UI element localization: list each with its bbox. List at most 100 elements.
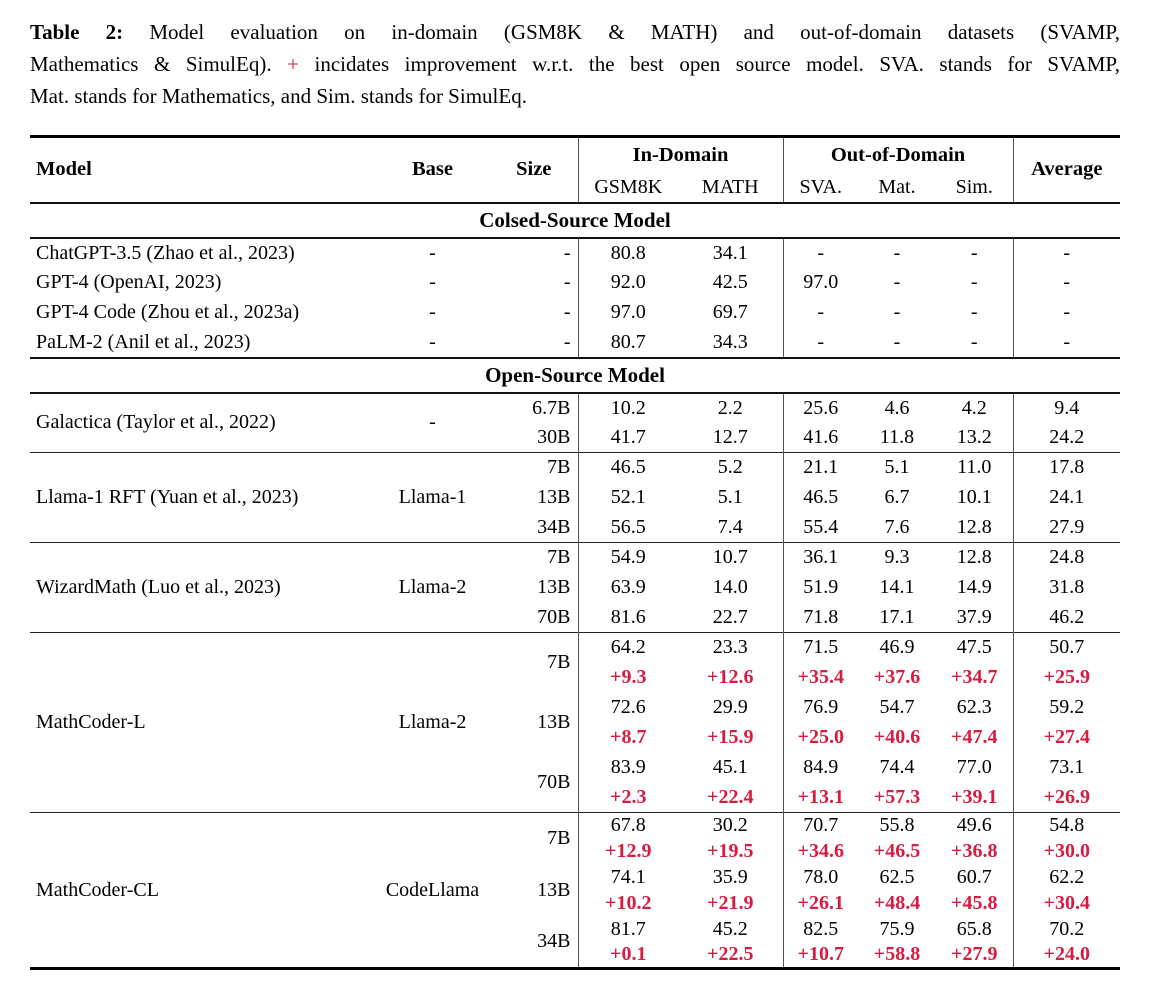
score-value: - xyxy=(893,301,901,323)
size-value: 70B xyxy=(537,605,571,628)
col-header-average: Average xyxy=(1012,136,1121,203)
score-value: 70.7 xyxy=(782,812,858,839)
score-value: 81.6 xyxy=(577,602,678,633)
model-name: WizardMath (Luo et al., 2023) xyxy=(30,542,375,633)
score-value: 21.1 xyxy=(782,452,858,483)
score-value: 63.9 xyxy=(577,572,678,603)
score-value: 52.1 xyxy=(577,482,678,513)
score-value: 59.2 xyxy=(1012,692,1121,723)
delta-value: +34.6 xyxy=(782,838,858,865)
col-header-base: Base xyxy=(412,158,453,181)
caption-line-1: Table 2: Model evaluation on in-domain (… xyxy=(30,16,1120,48)
table-row: 13B 72.6 29.9 76.9 54.7 62.3 59.2 xyxy=(30,692,1121,733)
score-value: 37.9 xyxy=(956,605,992,628)
score-value: 24.1 xyxy=(1012,482,1121,513)
score-value: 97.0 xyxy=(782,267,858,298)
table-row: 13B 74.1 35.9 78.0 62.5 60.7 62.2 xyxy=(30,864,1121,901)
score-value: 54.7 xyxy=(879,696,915,718)
score-value: 12.8 xyxy=(956,515,992,538)
score-value: 35.9 xyxy=(712,866,748,888)
caption-text: Model evaluation on in-domain (GSM8K & M… xyxy=(149,20,1120,44)
score-value: 54.9 xyxy=(577,542,678,573)
results-table: Model Base Size In-Domain Out-of-Domain … xyxy=(30,135,1121,970)
caption-label: Table 2: xyxy=(30,20,124,44)
base-name: Llama-2 xyxy=(375,542,490,633)
score-value: 34.3 xyxy=(712,330,748,353)
score-value: - xyxy=(936,237,1014,268)
score-value: 14.0 xyxy=(712,576,748,598)
score-value: 34.1 xyxy=(678,237,783,268)
base-name: - xyxy=(429,301,436,323)
col-header-sva: SVA. xyxy=(782,172,858,203)
model-name: MathCoder-CL xyxy=(30,812,375,969)
table-row: 34B 81.7 45.2 82.5 75.9 65.8 70.2 xyxy=(30,916,1121,952)
score-value: 56.5 xyxy=(577,512,678,543)
score-value: 41.6 xyxy=(782,422,858,453)
table-row: Llama-1 RFT (Yuan et al., 2023) Llama-1 7B… xyxy=(30,452,1121,543)
score-value: 14.9 xyxy=(956,576,992,598)
score-value: 17.8 xyxy=(1012,452,1121,483)
score-value: 11.8 xyxy=(879,425,915,448)
base-name: - xyxy=(429,271,436,293)
score-value: 50.7 xyxy=(1012,632,1121,663)
table-caption: Table 2: Model evaluation on in-domain (… xyxy=(30,16,1120,112)
table-row: ChatGPT-3.5 (Zhao et al., 2023) - -80.8 34.… xyxy=(30,237,1121,268)
size-value: 70B xyxy=(537,770,571,793)
delta-value: +26.9 xyxy=(1012,782,1121,813)
score-value: 5.1 xyxy=(717,486,743,508)
col-header-sim: Sim. xyxy=(955,175,993,198)
table-row: 70B 81.6 22.7 71.8 17.1 37.9 46.2 xyxy=(30,602,1121,633)
delta-value: +22.5 xyxy=(707,943,754,966)
delta-value: +8.7 xyxy=(577,722,678,753)
delta-row: +2.3 +22.4 +13.1 +57.3 +39.1 +26.9 xyxy=(30,782,1121,813)
delta-value: +35.4 xyxy=(782,662,858,693)
score-value: 13.2 xyxy=(956,425,992,448)
base-name: Llama-1 xyxy=(375,452,490,543)
size-value: - xyxy=(563,301,571,323)
score-value: 23.3 xyxy=(678,632,783,663)
score-value: - xyxy=(858,237,936,268)
delta-value: +47.4 xyxy=(951,726,998,748)
header-sub-row: GSM8K MATH SVA. Mat. Sim. xyxy=(30,172,1120,203)
model-name: PaLM-2 (Anil et al., 2023) xyxy=(36,330,251,353)
score-value: 25.6 xyxy=(782,392,858,423)
size-value: 30B xyxy=(537,425,571,448)
delta-row: +0.1 +22.5 +10.7 +58.8 +27.9 +24.0 xyxy=(30,942,1121,969)
score-value: 69.7 xyxy=(712,301,748,323)
delta-value: +48.4 xyxy=(873,892,921,914)
score-value: 65.8 xyxy=(956,918,992,940)
size-value: 34B xyxy=(537,515,571,538)
size-value: 13B xyxy=(537,576,571,598)
section-title: Colsed-Source Model xyxy=(30,201,1121,239)
score-value: 80.7 xyxy=(577,327,678,358)
score-value: 6.7 xyxy=(884,486,910,508)
col-header-gsm8k: GSM8K xyxy=(577,172,678,203)
score-value: 55.8 xyxy=(858,812,936,839)
delta-value: +46.5 xyxy=(873,840,921,862)
table-header: Model Base Size In-Domain Out-of-Domain … xyxy=(30,136,1121,203)
delta-value: +30.4 xyxy=(1012,890,1121,917)
size-value: 6.7B xyxy=(490,392,578,423)
delta-value: +10.7 xyxy=(782,942,858,969)
score-value: - xyxy=(1012,237,1121,268)
base-name: - xyxy=(375,392,490,453)
score-value: 46.5 xyxy=(782,482,858,513)
score-value: 14.1 xyxy=(879,576,915,598)
size-value: 13B xyxy=(537,486,571,508)
base-name: Llama-2 xyxy=(375,632,490,813)
score-value: 36.1 xyxy=(782,542,858,573)
model-name: MathCoder-L xyxy=(30,632,375,813)
size-value: 7B xyxy=(490,812,578,865)
size-value: - xyxy=(563,271,571,293)
score-value: 67.8 xyxy=(577,812,678,839)
score-value: 81.7 xyxy=(577,916,678,943)
delta-value: +2.3 xyxy=(577,782,678,813)
table-row: 13B 52.1 5.1 46.5 6.7 10.1 24.1 xyxy=(30,482,1121,513)
score-value: 11.0 xyxy=(936,452,1014,483)
table-row: MathCoder-L Llama-2 7B 64.2 23.3 71.5 46.9 47.5… xyxy=(30,632,1121,813)
model-name: Galactica (Taylor et al., 2022) xyxy=(30,392,375,453)
section-row: Open-Source Model xyxy=(30,356,1121,394)
size-value: - xyxy=(490,237,578,268)
score-value: 9.3 xyxy=(858,542,936,573)
score-value: - xyxy=(970,330,978,353)
